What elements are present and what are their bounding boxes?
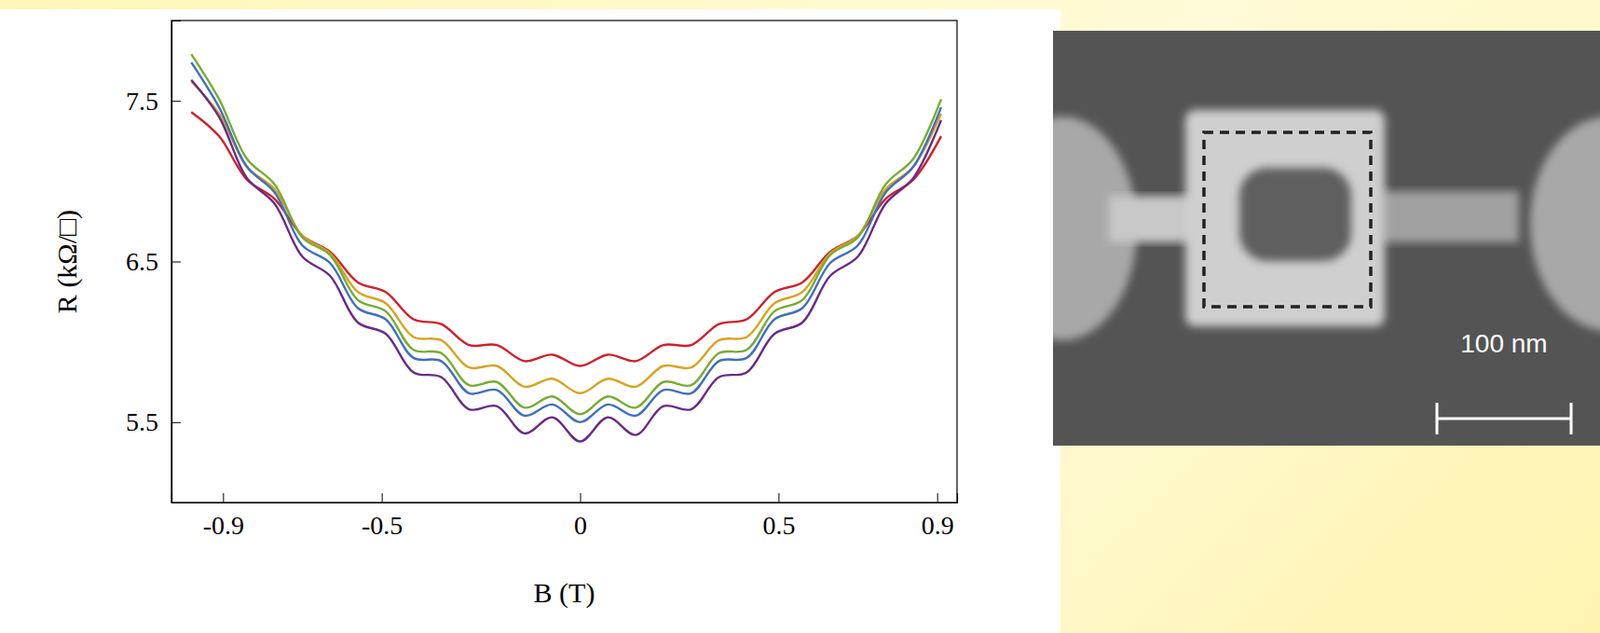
- y-axis: 5.5 6.5 7.5: [125, 21, 181, 504]
- scale-bar-line: [1436, 417, 1572, 421]
- x-tick: 0: [574, 492, 588, 540]
- x-tick-mark: [937, 492, 939, 503]
- y-tick: 7.5: [125, 86, 181, 116]
- plot-frame: [171, 20, 958, 503]
- x-axis-title: B (T): [533, 576, 596, 609]
- series-line: [191, 54, 942, 414]
- y-tick-mark: [171, 100, 181, 102]
- x-tick-label: 0.5: [762, 510, 795, 540]
- x-tick-label: -0.5: [361, 510, 403, 540]
- x-axis: -0.9 -0.5 0 0.5 0.9: [172, 492, 958, 540]
- x-tick-label: 0: [574, 510, 588, 540]
- dashed-square: [1203, 132, 1371, 307]
- scale-bar-end: [1435, 402, 1439, 435]
- y-tick-label: 7.5: [125, 86, 159, 116]
- scale-bar: 100 nm: [1436, 328, 1572, 435]
- x-tick: -0.9: [203, 492, 245, 540]
- x-tick-mark: [222, 492, 224, 503]
- ring: [1185, 109, 1385, 327]
- sem-background: [1052, 30, 1600, 446]
- x-axis-line: [172, 492, 958, 504]
- x-tick: -0.5: [361, 492, 403, 540]
- y-tick-label: 5.5: [125, 407, 159, 437]
- y-tick-mark: [171, 261, 181, 263]
- x-tick-label: -0.9: [203, 510, 245, 540]
- scale-bar-end: [1570, 402, 1573, 435]
- x-tick: 0.5: [762, 492, 795, 540]
- plot-lines: [191, 54, 942, 441]
- x-tick-mark: [778, 492, 780, 503]
- y-tick: 6.5: [125, 246, 181, 276]
- y-axis-title: R (kΩ/□): [51, 209, 83, 314]
- scale-bar-label: 100 nm: [1460, 328, 1547, 358]
- y-tick-mark: [171, 422, 181, 424]
- sem-image: 100 nm: [987, 30, 1600, 446]
- x-tick: 0.9: [921, 492, 955, 540]
- ring-hole: [1239, 167, 1352, 261]
- sem-content: [1052, 30, 1600, 446]
- chart-panel: [0, 9, 1061, 633]
- series-line: [191, 62, 942, 423]
- series-line: [191, 80, 942, 442]
- x-tick-label: 0.9: [921, 510, 955, 540]
- y-tick: 5.5: [125, 407, 181, 437]
- canvas: -0.9 -0.5 0 0.5 0.9 5.5 6.5 7.5 B (T) R (kΩ/□) 100…: [0, 0, 1600, 633]
- right-electrode: [1530, 116, 1600, 331]
- y-axis-line: [172, 21, 182, 504]
- x-tick-mark: [382, 492, 383, 503]
- y-tick-label: 6.5: [125, 246, 159, 276]
- right-wire: [1379, 191, 1519, 243]
- x-tick-mark: [580, 492, 582, 503]
